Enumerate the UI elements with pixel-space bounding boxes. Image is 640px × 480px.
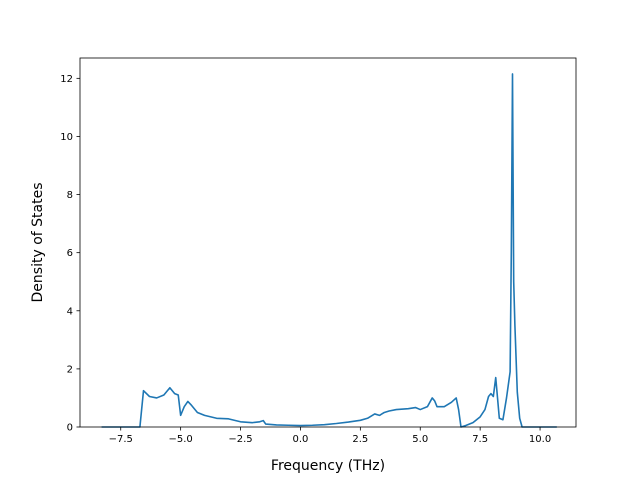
x-tick-label: 0.0 bbox=[292, 434, 308, 445]
y-axis: 0 2 4 6 8 10 12 bbox=[60, 74, 80, 434]
y-tick-label: 4 bbox=[67, 306, 73, 317]
x-tick-label: 10.0 bbox=[529, 434, 551, 445]
y-tick-label: 2 bbox=[67, 364, 73, 375]
y-tick-label: 6 bbox=[67, 248, 73, 259]
x-tick-label: 7.5 bbox=[472, 434, 488, 445]
y-tick-label: 0 bbox=[67, 423, 73, 434]
axes-frame bbox=[79, 57, 577, 428]
x-tick-label: −2.5 bbox=[228, 434, 252, 445]
x-axis: −7.5 −5.0 −2.5 0.0 2.5 5.0 7.5 10.0 bbox=[109, 427, 551, 445]
x-tick-label: 2.5 bbox=[352, 434, 368, 445]
x-axis-label: Frequency (THz) bbox=[271, 458, 385, 474]
y-tick-label: 8 bbox=[67, 190, 73, 201]
plot-area bbox=[101, 73, 557, 428]
y-tick-label: 10 bbox=[60, 132, 73, 143]
dos-series-line bbox=[101, 73, 557, 428]
x-tick-label: −7.5 bbox=[109, 434, 133, 445]
y-axis-label: Density of States bbox=[30, 183, 46, 303]
y-tick-label: 12 bbox=[60, 74, 73, 85]
x-tick-label: −5.0 bbox=[168, 434, 192, 445]
x-tick-label: 5.0 bbox=[412, 434, 428, 445]
